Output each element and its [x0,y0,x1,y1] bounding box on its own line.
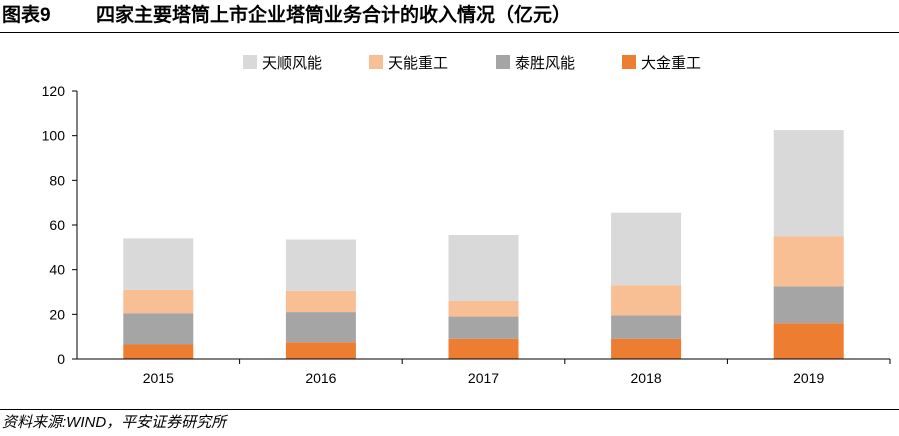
bar-segment [773,323,844,359]
bar-segment [611,212,682,286]
y-tick-label: 100 [42,128,66,144]
y-tick-label: 20 [49,306,65,322]
legend-swatch [496,55,510,69]
legend-label: 大金重工 [641,55,701,72]
y-tick-label: 120 [42,83,66,99]
legend-label: 天顺风能 [262,55,322,72]
chart-title: 四家主要塔筒上市企业塔筒业务合计的收入情况（亿元） [96,5,572,26]
legend-swatch [622,55,636,69]
x-tick-label: 2016 [305,370,336,386]
bar-segment [123,238,194,290]
header-rule [0,32,899,33]
bar-segment [285,239,356,291]
legend: 天顺风能 天能重工 泰胜风能 大金重工 [243,55,701,72]
bar-segment [285,312,356,343]
stacked-bar-chart: 天顺风能 天能重工 泰胜风能 大金重工 0 20 40 60 80 100 120 2015 2016… [42,55,891,386]
legend-label: 天能重工 [388,55,448,72]
bar-segment [773,236,844,287]
bar-segment [123,289,194,314]
bar-segment [285,342,356,359]
bar-segment [123,313,194,345]
bar-segment [448,235,519,301]
y-tick-label: 80 [49,172,65,188]
legend-swatch [243,55,257,69]
bar-segment [773,286,844,324]
source-note: 资料来源:WIND，平安证券研究所 [2,414,227,431]
y-tick-label: 0 [57,351,65,367]
bar-segment [611,285,682,316]
bar-segment [448,338,519,359]
bar-segment [611,315,682,339]
bar-segment [123,344,194,359]
y-tick-label: 40 [49,262,65,278]
legend-swatch [369,55,383,69]
axes: 0 20 40 60 80 100 120 2015 2016 2017 2018 2019 [42,83,891,386]
figure-header: 图表9 四家主要塔筒上市企业塔筒业务合计的收入情况（亿元） [0,0,899,34]
x-tick-label: 2015 [143,370,174,386]
bar-segment [285,290,356,313]
bar-segment [773,130,844,237]
bar-segment [448,316,519,339]
y-tick-label: 60 [49,217,65,233]
x-tick-label: 2018 [631,370,662,386]
bars [123,130,844,359]
x-tick-label: 2019 [793,370,824,386]
bar-segment [611,338,682,359]
legend-label: 泰胜风能 [515,55,575,72]
footer-rule [0,409,899,410]
x-tick-label: 2017 [468,370,499,386]
figure-label: 图表9 [2,5,51,26]
bar-segment [448,300,519,317]
